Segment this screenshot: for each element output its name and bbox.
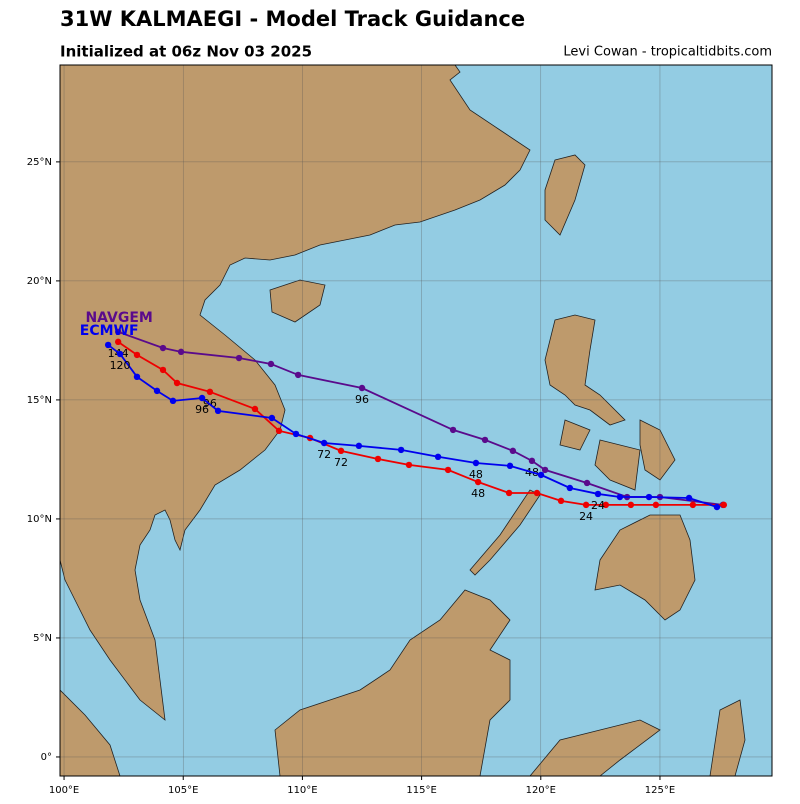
y-tick-label: 10°N <box>27 514 52 525</box>
track-line <box>117 330 724 506</box>
x-tick-label: 110°E <box>287 785 317 796</box>
track-line <box>107 344 718 508</box>
land <box>60 65 746 776</box>
subtitle: Initialized at 06z Nov 03 2025 <box>60 43 312 61</box>
track-point <box>114 338 122 346</box>
track-point <box>133 373 141 381</box>
hour-label: 72 <box>317 448 331 461</box>
track-point <box>267 360 275 368</box>
track-point <box>481 436 489 444</box>
track-point <box>505 489 513 497</box>
track-point <box>509 447 517 455</box>
track-point <box>720 501 728 509</box>
track-point <box>541 466 549 474</box>
y-tick-label: 20°N <box>27 276 52 287</box>
track-point <box>583 479 591 487</box>
grid <box>60 65 772 776</box>
track-point <box>198 394 206 402</box>
track-point <box>116 350 124 358</box>
track-point <box>275 427 283 435</box>
track-point <box>652 501 660 509</box>
track-point <box>133 351 141 359</box>
track-point <box>268 414 276 422</box>
track-point <box>251 405 259 413</box>
track-point <box>602 501 610 509</box>
credit: Levi Cowan - tropicaltidbits.com <box>563 45 772 60</box>
track-point <box>566 484 574 492</box>
track-point <box>397 446 405 454</box>
hour-label: 48 <box>471 487 485 500</box>
y-tick-label: 15°N <box>27 395 52 406</box>
track-point <box>449 426 457 434</box>
track-point <box>557 497 565 505</box>
hour-label: 96 <box>195 403 209 416</box>
track-point <box>358 384 366 392</box>
track-point <box>177 348 185 356</box>
track-point <box>114 328 122 336</box>
track-point <box>235 354 243 362</box>
hour-label: 96 <box>355 393 369 406</box>
hour-label: 72 <box>334 456 348 469</box>
map-area: 4896NAVGEM2448729614424487296120ECMWF <box>60 65 772 776</box>
track-point <box>537 471 545 479</box>
model-name: NAVGEM <box>85 310 152 326</box>
track-point <box>528 457 536 465</box>
track-point <box>206 388 214 396</box>
track-point <box>685 494 693 502</box>
hour-label: 120 <box>110 359 131 372</box>
y-tick-label: 0° <box>41 752 52 763</box>
track-point <box>645 493 653 501</box>
hour-label: 48 <box>469 468 483 481</box>
axes: 100°E 105°E 110°E 115°E 120°E 125°E 0° 5°N 10°N 1… <box>27 157 675 796</box>
model-name: ECMWF <box>80 323 139 339</box>
track-point <box>689 501 697 509</box>
hour-label: 24 <box>579 510 593 523</box>
track-point <box>104 341 112 349</box>
map-frame <box>59 64 773 777</box>
track-point <box>173 379 181 387</box>
title: 31W KALMAEGI - Model Track Guidance <box>60 7 525 31</box>
track-point <box>292 430 300 438</box>
track-point <box>533 489 541 497</box>
track-point <box>627 501 635 509</box>
track-point <box>506 462 514 470</box>
track-point <box>337 447 345 455</box>
track-point <box>405 461 413 469</box>
tracks: 4896NAVGEM2448729614424487296120ECMWF <box>80 310 728 523</box>
track-point <box>169 397 177 405</box>
y-tick-label: 25°N <box>27 157 52 168</box>
x-tick-label: 115°E <box>406 785 436 796</box>
track-point <box>159 344 167 352</box>
track-point <box>594 490 602 498</box>
track-point <box>444 466 452 474</box>
x-tick-label: 125°E <box>645 785 675 796</box>
x-tick-label: 105°E <box>168 785 198 796</box>
x-tick-label: 120°E <box>526 785 556 796</box>
y-tick-label: 5°N <box>33 633 52 644</box>
track-point <box>214 407 222 415</box>
track-point <box>434 453 442 460</box>
hour-label: 24 <box>591 499 605 512</box>
track-point <box>713 503 721 511</box>
track-point <box>472 459 480 467</box>
x-tick-label: 100°E <box>49 785 79 796</box>
track-point <box>159 366 167 374</box>
track-point <box>355 442 363 450</box>
track-point <box>616 493 624 501</box>
track-point <box>374 455 382 463</box>
track-point <box>294 371 302 379</box>
track-line <box>117 341 724 506</box>
track-point <box>582 501 590 509</box>
track-point <box>153 387 161 395</box>
track-point <box>320 439 328 447</box>
track-point <box>474 478 482 486</box>
